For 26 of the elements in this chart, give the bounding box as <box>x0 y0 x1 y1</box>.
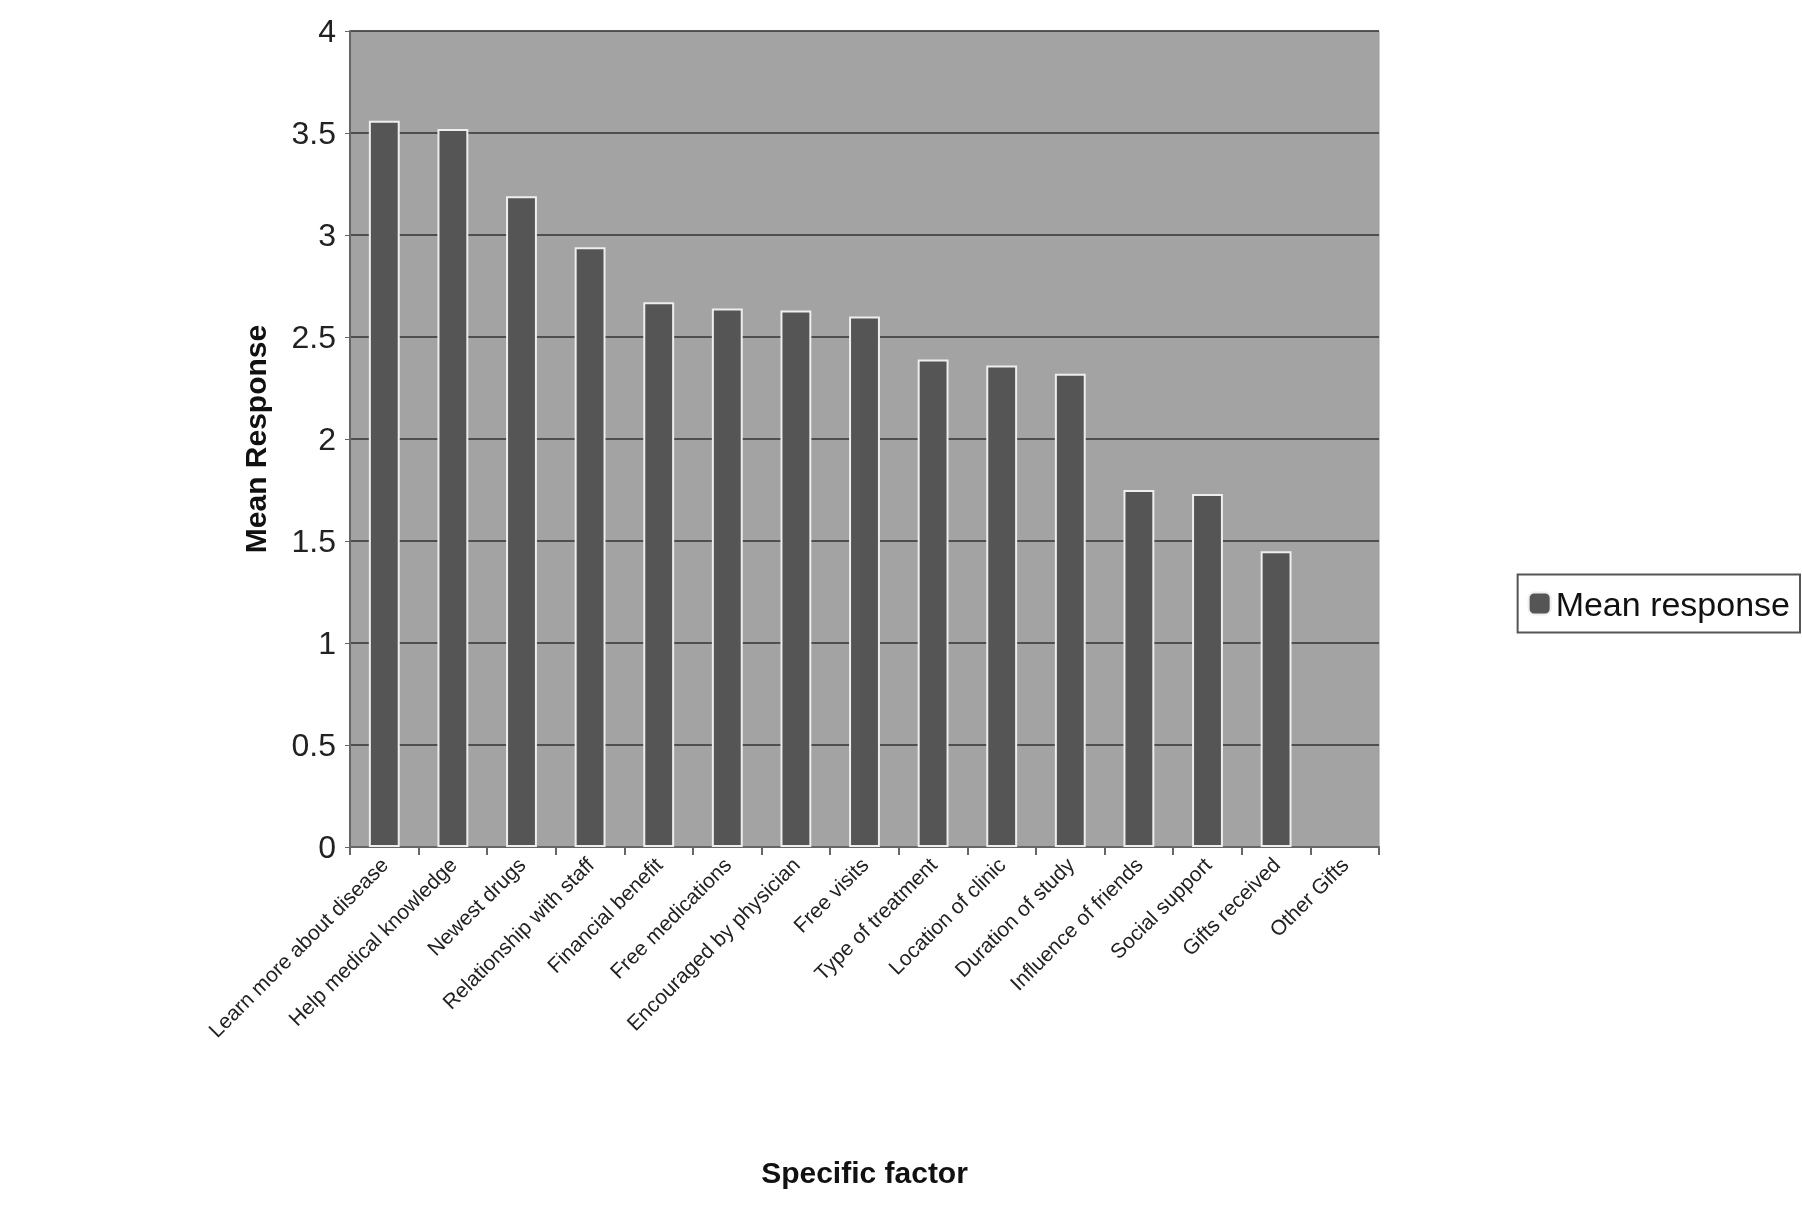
bar <box>643 302 675 847</box>
bar <box>711 308 743 847</box>
bar <box>574 247 606 847</box>
y-tick-label: 4 <box>318 13 336 49</box>
y-tick-label: 0 <box>318 829 336 865</box>
bar <box>1054 373 1086 847</box>
y-tick-label: 1.5 <box>291 523 336 559</box>
bar <box>780 310 812 847</box>
x-axis-title: Specific factor <box>761 1155 969 1189</box>
y-tick-label: 0.5 <box>291 727 336 763</box>
y-tick-label: 2 <box>318 421 336 457</box>
bar <box>986 365 1018 847</box>
legend-label: Mean response <box>1555 584 1791 623</box>
bar <box>917 359 949 847</box>
bar <box>368 120 400 847</box>
y-tick-label: 3 <box>318 217 336 253</box>
y-axis-title: Mean Response <box>238 324 272 554</box>
bar <box>437 128 469 847</box>
bar <box>1192 494 1223 847</box>
bar <box>1123 490 1155 847</box>
y-tick-label: 2.5 <box>291 319 336 355</box>
bar <box>849 316 880 847</box>
y-tick-label: 1 <box>318 625 336 661</box>
y-tick-label: 3.5 <box>291 115 336 151</box>
bar <box>506 196 537 847</box>
bar <box>1260 551 1292 847</box>
